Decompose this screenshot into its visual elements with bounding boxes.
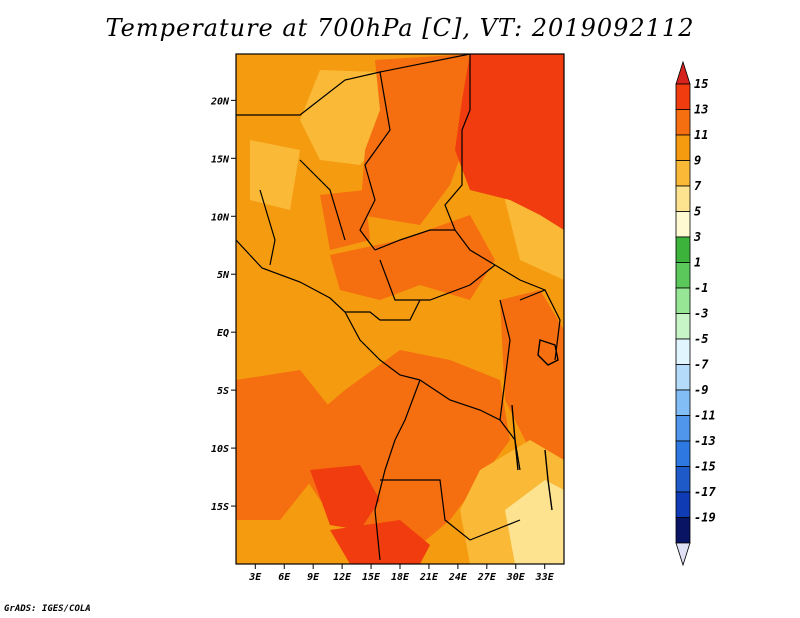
colorbar-segment xyxy=(675,211,691,238)
field-region-nigeria-warm xyxy=(320,190,370,250)
field-region-central-car xyxy=(330,215,495,300)
field-region-sahara-east xyxy=(455,54,564,230)
y-axis: 20N 15N 10N 5N EQ 5S 10S 15S xyxy=(210,96,236,513)
colorbar-label: -17 xyxy=(694,485,716,499)
colorbar-label: 13 xyxy=(694,103,708,117)
colorbar-top-triangle xyxy=(675,60,691,85)
colorbar-segment xyxy=(675,491,691,518)
colorbar-segment xyxy=(675,287,691,314)
field-region-atlantic-warm xyxy=(236,370,340,520)
colorbar-label: 9 xyxy=(694,154,701,168)
border-car-north xyxy=(374,229,455,251)
colorbar-segment xyxy=(675,440,691,467)
colorbar-segment xyxy=(675,160,691,187)
country-borders xyxy=(236,54,561,561)
colorbar-segment xyxy=(675,185,691,212)
colorbar-segment xyxy=(675,134,691,161)
colorbar-label: -7 xyxy=(694,358,709,372)
colorbar-label: -1 xyxy=(694,281,708,295)
x-tick-label: 30E xyxy=(506,572,526,583)
y-tick-label: EQ xyxy=(217,328,229,339)
x-tick-label: 18E xyxy=(391,572,410,583)
colorbar-label: -9 xyxy=(694,383,708,397)
field-region-west-light xyxy=(250,140,300,210)
y-tick-label: 10S xyxy=(211,444,229,455)
x-tick-label: 21E xyxy=(419,572,439,583)
angola-coastline xyxy=(374,379,421,561)
border-sudan-chad xyxy=(444,54,546,291)
x-tick-label: 9E xyxy=(307,572,320,583)
colorbar-segment xyxy=(675,415,691,442)
lake-victoria xyxy=(537,339,559,366)
colorbar-label: 5 xyxy=(694,205,701,219)
colorbar-segment xyxy=(675,338,691,365)
colorbar-segment xyxy=(675,313,691,340)
field-region-east-africa-warm xyxy=(500,290,564,470)
colorbar-segment xyxy=(675,236,691,263)
border-niger-chad xyxy=(359,71,391,251)
field-region-angola-south xyxy=(330,520,430,564)
lakes xyxy=(511,339,559,511)
colorbar-segment xyxy=(675,262,691,289)
border-drc-east xyxy=(499,299,511,421)
y-tick-label: 10N xyxy=(211,212,230,223)
colorbar: 15 13 11 9 7 5 3 1 -1 -3 -5 -7 -9 -11 -13 -15 -17 -19 xyxy=(675,60,716,567)
y-tick-label: 20N xyxy=(210,96,230,107)
x-tick-label: 33E xyxy=(535,572,555,583)
colorbar-label: -19 xyxy=(694,511,716,525)
border-nigeria xyxy=(299,159,346,241)
colorbar-label: -15 xyxy=(694,460,716,474)
colorbar-label: 15 xyxy=(694,77,708,91)
x-axis: 3E 6E 9E 12E 15E 18E 21E 24E 27E 30E 33E xyxy=(248,564,555,583)
y-tick-label: 5N xyxy=(217,270,230,281)
border-west xyxy=(259,189,276,266)
border-uganda-kenya xyxy=(519,289,561,361)
colorbar-segment xyxy=(675,364,691,391)
x-tick-label: 24E xyxy=(448,572,468,583)
grads-credit: GrADS: IGES/COLA xyxy=(4,604,91,614)
field-region-mozambique-coast xyxy=(505,480,564,564)
border-mali-algeria xyxy=(236,54,471,116)
lake-tanganyika xyxy=(511,404,519,471)
colorbar-label: 11 xyxy=(694,128,708,142)
border-cameroon-gabon xyxy=(345,299,421,321)
temperature-field xyxy=(236,54,564,564)
y-tick-label: 5S xyxy=(217,386,229,397)
border-car-drc xyxy=(379,259,496,301)
field-region-sudan-chad xyxy=(360,54,470,225)
colorbar-segment xyxy=(675,517,691,544)
colorbar-bottom-triangle xyxy=(675,542,691,567)
colorbar-segment xyxy=(675,109,691,136)
colorbar-segment xyxy=(675,83,691,110)
x-tick-label: 27E xyxy=(477,572,497,583)
colorbar-label: 3 xyxy=(693,230,701,244)
colorbar-segment xyxy=(675,466,691,493)
map-title: Temperature at 700hPa [C], VT: 201909211… xyxy=(105,14,695,42)
y-tick-label: 15S xyxy=(211,502,229,513)
colorbar-label: -3 xyxy=(694,307,708,321)
y-tick-label: 15N xyxy=(211,154,230,165)
x-tick-label: 3E xyxy=(248,572,262,583)
colorbar-label: -5 xyxy=(694,332,708,346)
field-region-angola-core xyxy=(310,465,380,530)
colorbar-label: -11 xyxy=(694,409,716,423)
colorbar-segment xyxy=(675,389,691,416)
x-tick-label: 6E xyxy=(278,572,291,583)
colorbar-label: -13 xyxy=(694,434,716,448)
x-tick-label: 12E xyxy=(333,572,352,583)
border-angola-zambia xyxy=(380,479,521,541)
x-tick-label: 15E xyxy=(362,572,381,583)
lake-malawi xyxy=(544,449,553,511)
colorbar-label: 1 xyxy=(694,256,701,270)
colorbar-label: 7 xyxy=(694,179,702,193)
